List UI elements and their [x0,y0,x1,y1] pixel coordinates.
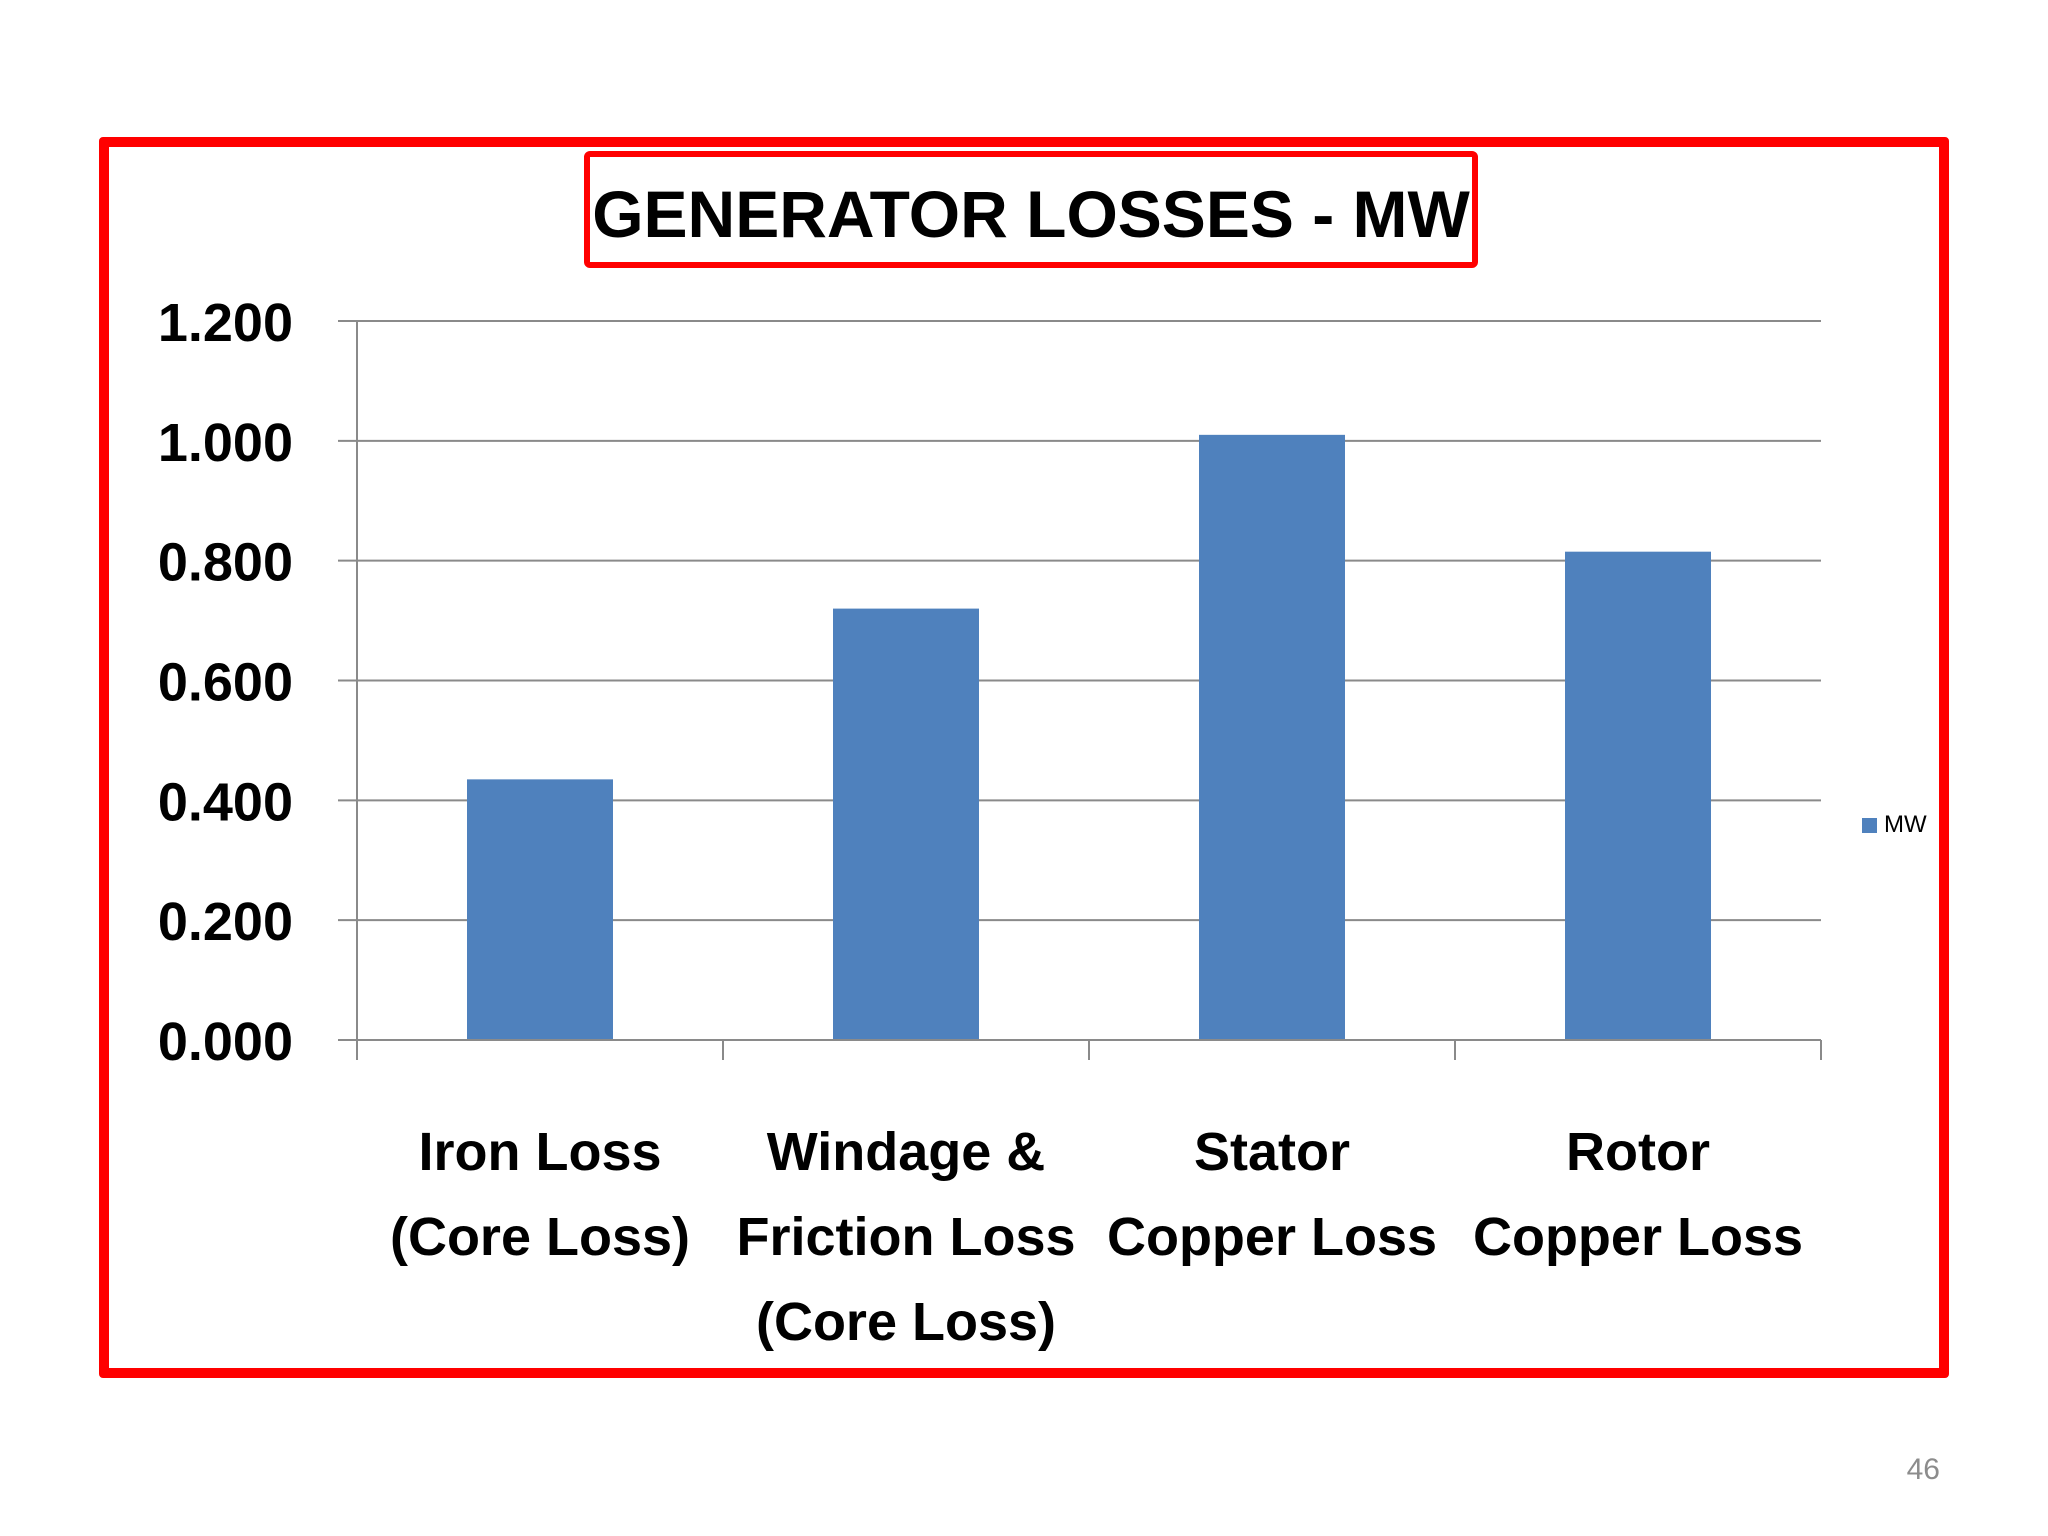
x-tick-label-line: (Core Loss) [390,1207,690,1267]
x-tick-labels: Iron Loss (Core Loss) Windage & Friction Lo… [390,1122,1803,1352]
y-tick-label: 0.400 [158,772,293,832]
bar [1565,551,1711,1040]
legend-swatch [1862,818,1877,833]
x-tick-label-line: Stator [1194,1122,1350,1182]
page-number: 46 [1906,1453,1940,1486]
x-tick-label-line: Windage & [767,1122,1046,1182]
legend-label: MW [1884,811,1927,838]
x-tick-label-line: Rotor [1566,1122,1710,1182]
x-tick-label: Stator Copper Loss [1107,1122,1437,1267]
y-tick-label: 0.200 [158,892,293,952]
x-tick-label-line: Iron Loss [418,1122,661,1182]
x-tick-label: Rotor Copper Loss [1473,1122,1803,1267]
x-tick-label-line: Friction Loss [736,1207,1075,1267]
bar [1199,434,1345,1040]
x-tick-label-line: Copper Loss [1473,1207,1803,1267]
x-tick-label: Windage & Friction Loss (Core Loss) [736,1122,1075,1352]
y-tick-label: 0.600 [158,653,293,713]
bar [833,608,979,1040]
x-tick-label: Iron Loss (Core Loss) [390,1122,690,1267]
chart-title: GENERATOR LOSSES - MW [592,177,1470,251]
y-tick-label: 0.000 [158,1012,293,1072]
x-tick-label-line: Copper Loss [1107,1207,1437,1267]
legend: MW [1862,811,1927,838]
y-tick-label: 0.800 [158,533,293,593]
y-tick-label: 1.000 [158,413,293,473]
title-box [584,151,1478,268]
x-tick-label-line: (Core Loss) [756,1292,1056,1352]
y-tick-labels: 0.000 0.200 0.400 0.600 0.800 1.000 1.200 [158,293,293,1072]
axes [338,320,1822,1060]
y-tick-label: 1.200 [158,293,293,353]
bars [467,434,1711,1040]
bar [467,779,613,1040]
